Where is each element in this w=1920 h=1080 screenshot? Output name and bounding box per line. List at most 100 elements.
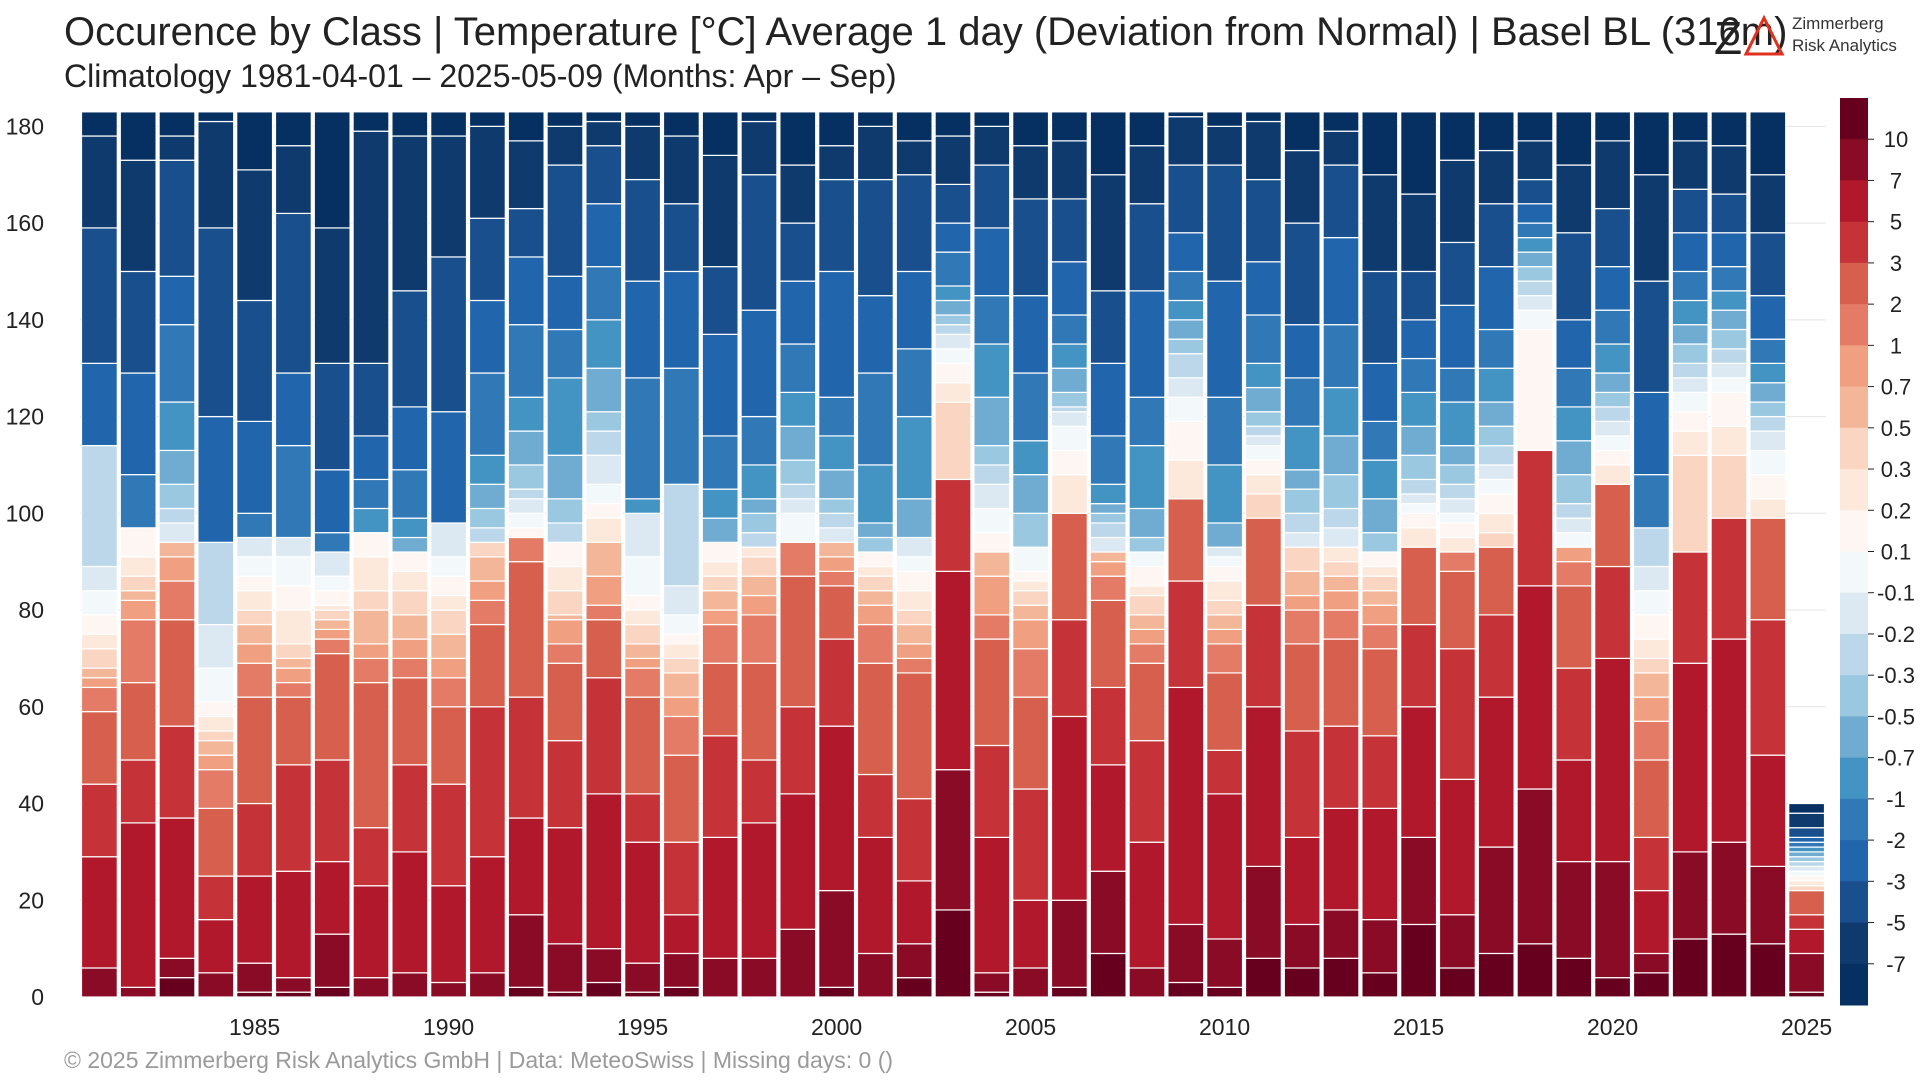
bar-segment [430,594,468,611]
bar-segment [1050,899,1088,988]
bar-segment [1632,391,1670,476]
colorbar-label: -0.5 [1877,704,1915,729]
bar-segment [818,498,856,514]
bar-segment [1400,923,1438,998]
bar-segment [313,619,351,630]
bar-segment [934,362,972,384]
bar-segment [934,183,972,224]
bar-segment [1594,464,1632,485]
bar-segment [1012,372,1050,442]
y-tick-label: 20 [18,887,44,913]
bar-segment [313,532,351,553]
bar-segment [274,643,312,660]
bar-segment [1283,609,1321,645]
bar-segment [818,986,856,998]
bar-segment [1632,720,1670,761]
bar-segment [468,483,506,510]
bar-segment [585,483,623,505]
bar-segment [119,159,157,273]
bar-segment [1167,338,1205,355]
bar-2009 [1167,111,1205,998]
bar-segment [236,962,274,993]
bar-segment [585,454,623,485]
bar-segment [468,125,506,219]
bar-segment [1555,532,1593,548]
bar-segment [895,270,933,350]
bar-segment [1322,527,1360,548]
bar-1982 [119,111,157,998]
bar-segment [1128,967,1166,998]
bar-segment [1283,425,1321,471]
colorbar-swatch [1840,592,1868,635]
bar-segment [701,662,739,737]
colorbar-swatch [1840,98,1868,140]
bar-segment [158,817,196,959]
bar-segment [624,609,662,626]
bar-segment [779,280,817,345]
bar-segment [430,981,468,998]
bar-segment [546,827,584,945]
bar-segment [585,604,623,621]
bar-segment [1400,319,1438,360]
bar-segment [1710,362,1748,379]
bar-segment [1516,309,1554,331]
bar-segment [895,672,933,800]
bar-segment [1710,111,1748,147]
bar-segment [1710,328,1748,350]
bar-segment [430,677,468,708]
bar-segment [1594,420,1632,437]
bar-segment [313,609,351,621]
bar-segment [701,541,739,563]
bar-segment [1516,280,1554,297]
colorbar-swatch [1840,510,1868,552]
bar-segment [391,677,429,766]
bar-segment [1244,386,1282,413]
y-tick-label: 120 [6,404,44,430]
bar-2017 [1477,111,1515,998]
bar-segment [1516,788,1554,945]
bar-segment [80,590,118,616]
bar-segment [197,541,235,626]
bar-segment [1167,319,1205,340]
bar-segment [1012,604,1050,621]
bar-segment [1594,977,1632,998]
bar-segment [934,251,972,287]
bar-segment [197,919,235,974]
bar-segment [1012,580,1050,592]
bar-segment [1050,411,1088,427]
chart-subtitle: Climatology 1981-04-01 – 2025-05-09 (Mon… [64,58,897,94]
bar-segment [818,270,856,398]
bar-segment [1671,270,1709,302]
bar-segment [507,512,545,529]
bar-segment [391,290,429,408]
bar-segment [856,125,894,181]
bar-segment [1710,145,1748,195]
bar-segment [662,754,700,843]
bar-segment [1322,435,1360,476]
bar-segment [1749,232,1787,297]
bar-segment [585,266,623,321]
bar-segment [352,532,390,558]
bar-2002 [895,111,933,998]
bar-segment [1788,827,1826,838]
bar-segment [1671,232,1709,273]
bar-segment [1477,478,1515,495]
bar-segment [1632,174,1670,282]
bar-2013 [1322,111,1360,998]
bar-segment [740,594,778,616]
bar-segment [313,759,351,863]
bar-segment [546,943,584,993]
bar-segment [934,570,972,771]
bar-segment [585,619,623,679]
bar-segment [391,406,429,471]
bar-segment [1244,435,1282,447]
bar-segment [1749,943,1787,998]
bar-segment [1632,836,1670,892]
bar-segment [1477,532,1515,548]
bar-segment [973,551,1011,577]
bar-segment [1632,972,1670,998]
bar-segment [973,638,1011,747]
bar-2000 [818,111,856,998]
bar-segment [1012,512,1050,548]
colorbar-label: 0.1 [1881,540,1912,565]
